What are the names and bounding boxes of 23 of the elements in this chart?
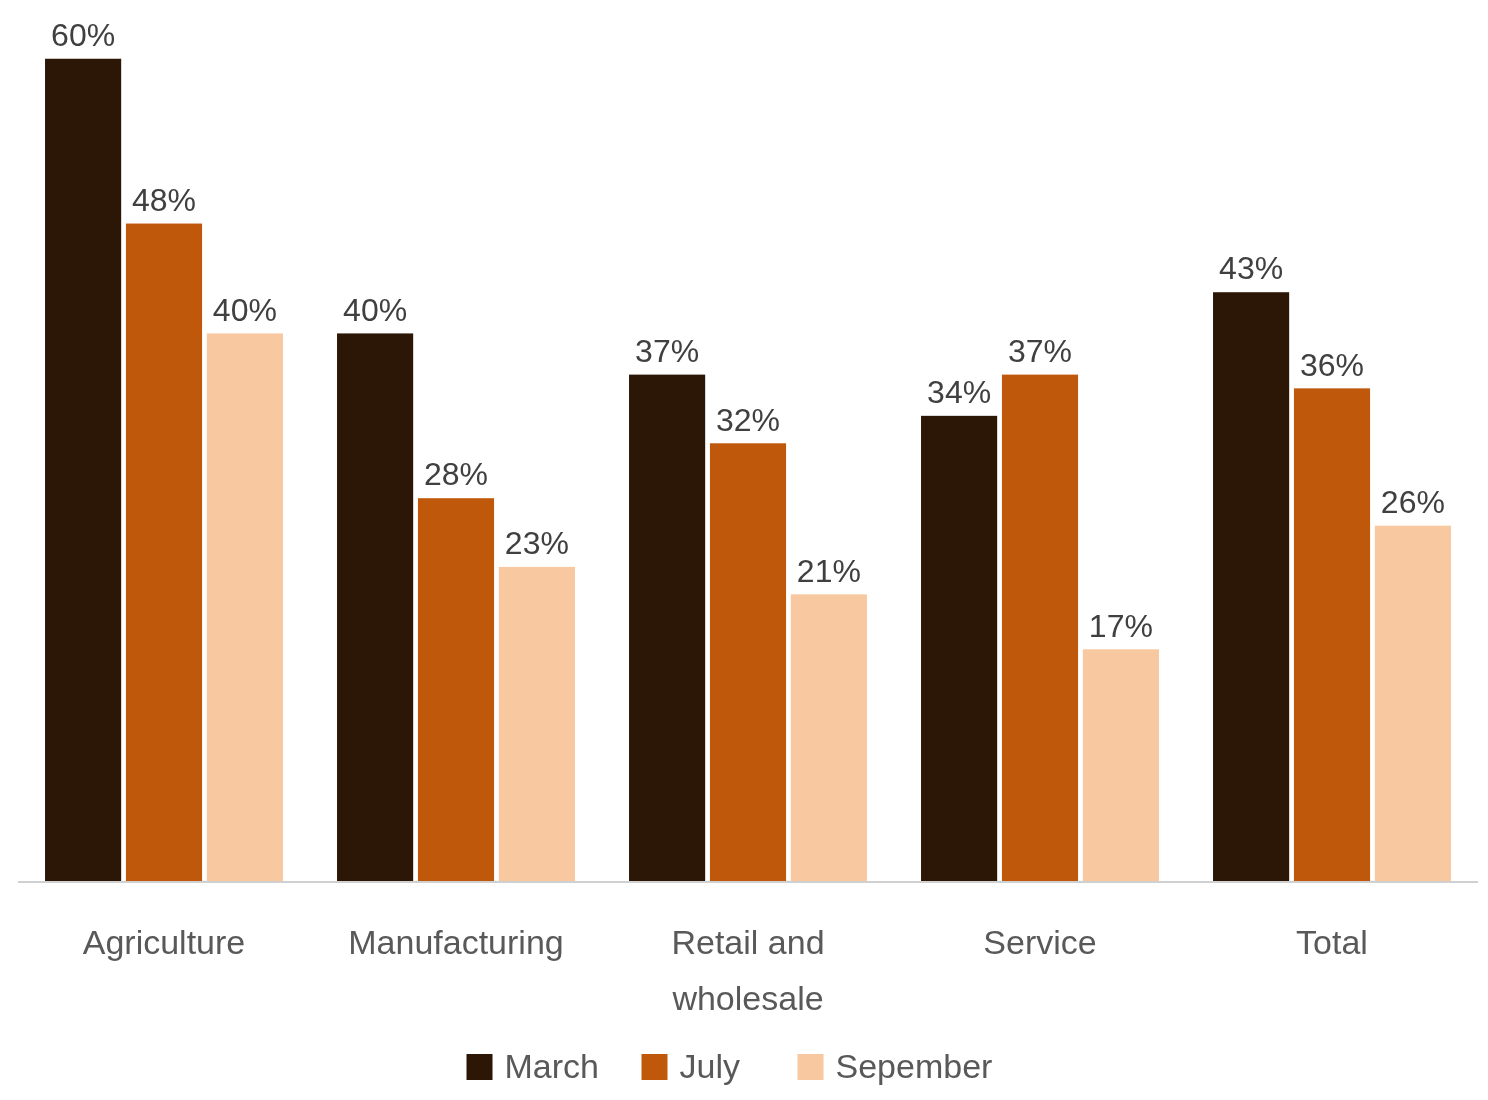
data-label: 40% <box>212 291 277 328</box>
data-label: 40% <box>343 291 408 328</box>
x-tick-label: Agriculture <box>82 923 246 961</box>
data-label: 60% <box>51 17 116 53</box>
x-tick-label: Service <box>983 923 1097 961</box>
x-tick-label: Retail and wholesale <box>671 923 825 1017</box>
data-label: 48% <box>131 181 197 218</box>
data-label: 17% <box>1088 607 1153 644</box>
data-label: 36% <box>1299 346 1365 383</box>
data-label: 37% <box>635 332 700 369</box>
data-label: 32% <box>715 401 781 438</box>
data-label: 34% <box>927 374 992 411</box>
data-label: 37% <box>1007 332 1073 369</box>
data-label: 21% <box>796 552 861 589</box>
data-label: 26% <box>1380 483 1445 520</box>
legend-label: March <box>504 1047 599 1085</box>
data-label: 23% <box>504 525 569 562</box>
data-label: 28% <box>423 456 489 493</box>
x-tick-label: Total <box>1296 923 1368 961</box>
data-label: 43% <box>1219 250 1284 287</box>
legend-label: Sepember <box>835 1047 993 1085</box>
x-tick-label: Manufacturing <box>348 923 564 961</box>
legend-label: July <box>679 1047 740 1085</box>
